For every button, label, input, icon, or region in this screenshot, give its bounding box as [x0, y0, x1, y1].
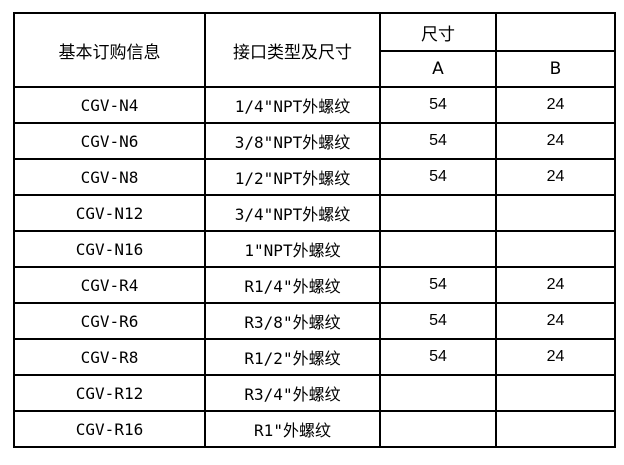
dim-b-cell: 24: [495, 302, 616, 340]
header-row-1: 基本订购信息 接口类型及尺寸 尺寸: [13, 12, 616, 88]
header-port-type: 接口类型及尺寸: [204, 12, 381, 88]
port-cell: 3/4"NPT外螺纹: [204, 194, 381, 232]
table-row: CGV-N16 1"NPT外螺纹: [13, 230, 616, 268]
model-cell: CGV-N8: [13, 158, 206, 196]
table-row: CGV-R16 R1"外螺纹: [13, 410, 616, 448]
port-cell: 1"NPT外螺纹: [204, 230, 381, 268]
dim-a-cell: 54: [379, 122, 497, 160]
table-body: CGV-N4 1/4"NPT外螺纹 54 24 CGV-N6 3/8"NPT外螺纹 54 24…: [13, 86, 616, 448]
port-cell: 3/8"NPT外螺纹: [204, 122, 381, 160]
dim-b-cell: 24: [495, 338, 616, 376]
dim-b-cell: [495, 230, 616, 268]
table-row: CGV-N4 1/4"NPT外螺纹 54 24: [13, 86, 616, 124]
dim-a-cell: 54: [379, 266, 497, 304]
dim-b-cell: [495, 194, 616, 232]
port-cell: R1"外螺纹: [204, 410, 381, 448]
port-cell: R1/4"外螺纹: [204, 266, 381, 304]
table-row: CGV-R4 R1/4"外螺纹 54 24: [13, 266, 616, 304]
dim-a-cell: 54: [379, 86, 497, 124]
dim-b-cell: 24: [495, 122, 616, 160]
table-row: CGV-N12 3/4"NPT外螺纹: [13, 194, 616, 232]
port-cell: 1/2"NPT外螺纹: [204, 158, 381, 196]
table-row: CGV-R8 R1/2"外螺纹 54 24: [13, 338, 616, 376]
model-cell: CGV-N12: [13, 194, 206, 232]
dim-a-cell: 54: [379, 302, 497, 340]
dim-b-cell: [495, 374, 616, 412]
ordering-table: 基本订购信息 接口类型及尺寸 尺寸 A B CGV-N4 1/4"NPT外螺纹 54…: [13, 12, 616, 448]
header-row-2: A B: [14, 50, 616, 88]
table-row: CGV-R12 R3/4"外螺纹: [13, 374, 616, 412]
dim-a-cell: [379, 230, 497, 268]
model-cell: CGV-R6: [13, 302, 206, 340]
port-cell: 1/4"NPT外螺纹: [204, 86, 381, 124]
table-row: CGV-N8 1/2"NPT外螺纹 54 24: [13, 158, 616, 196]
dim-b-cell: 24: [495, 86, 616, 124]
port-cell: R3/8"外螺纹: [204, 302, 381, 340]
header-dim-b: B: [495, 50, 616, 88]
dim-b-cell: 24: [495, 266, 616, 304]
model-cell: CGV-R8: [13, 338, 206, 376]
dim-a-cell: 54: [379, 158, 497, 196]
dim-a-cell: 54: [379, 338, 497, 376]
header-ordering-info: 基本订购信息: [13, 12, 206, 88]
port-cell: R3/4"外螺纹: [204, 374, 381, 412]
model-cell: CGV-R4: [13, 266, 206, 304]
header-empty: [495, 12, 616, 52]
model-cell: CGV-R16: [13, 410, 206, 448]
model-cell: CGV-N6: [13, 122, 206, 160]
model-cell: CGV-N16: [13, 230, 206, 268]
table-row: CGV-R6 R3/8"外螺纹 54 24: [13, 302, 616, 340]
model-cell: CGV-N4: [13, 86, 206, 124]
table-row: CGV-N6 3/8"NPT外螺纹 54 24: [13, 122, 616, 160]
header-dim-a: A: [379, 50, 497, 88]
dim-b-cell: [495, 410, 616, 448]
dim-a-cell: [379, 194, 497, 232]
dim-b-cell: 24: [495, 158, 616, 196]
model-cell: CGV-R12: [13, 374, 206, 412]
dim-a-cell: [379, 410, 497, 448]
port-cell: R1/2"外螺纹: [204, 338, 381, 376]
header-dimension: 尺寸: [379, 12, 497, 52]
dim-a-cell: [379, 374, 497, 412]
